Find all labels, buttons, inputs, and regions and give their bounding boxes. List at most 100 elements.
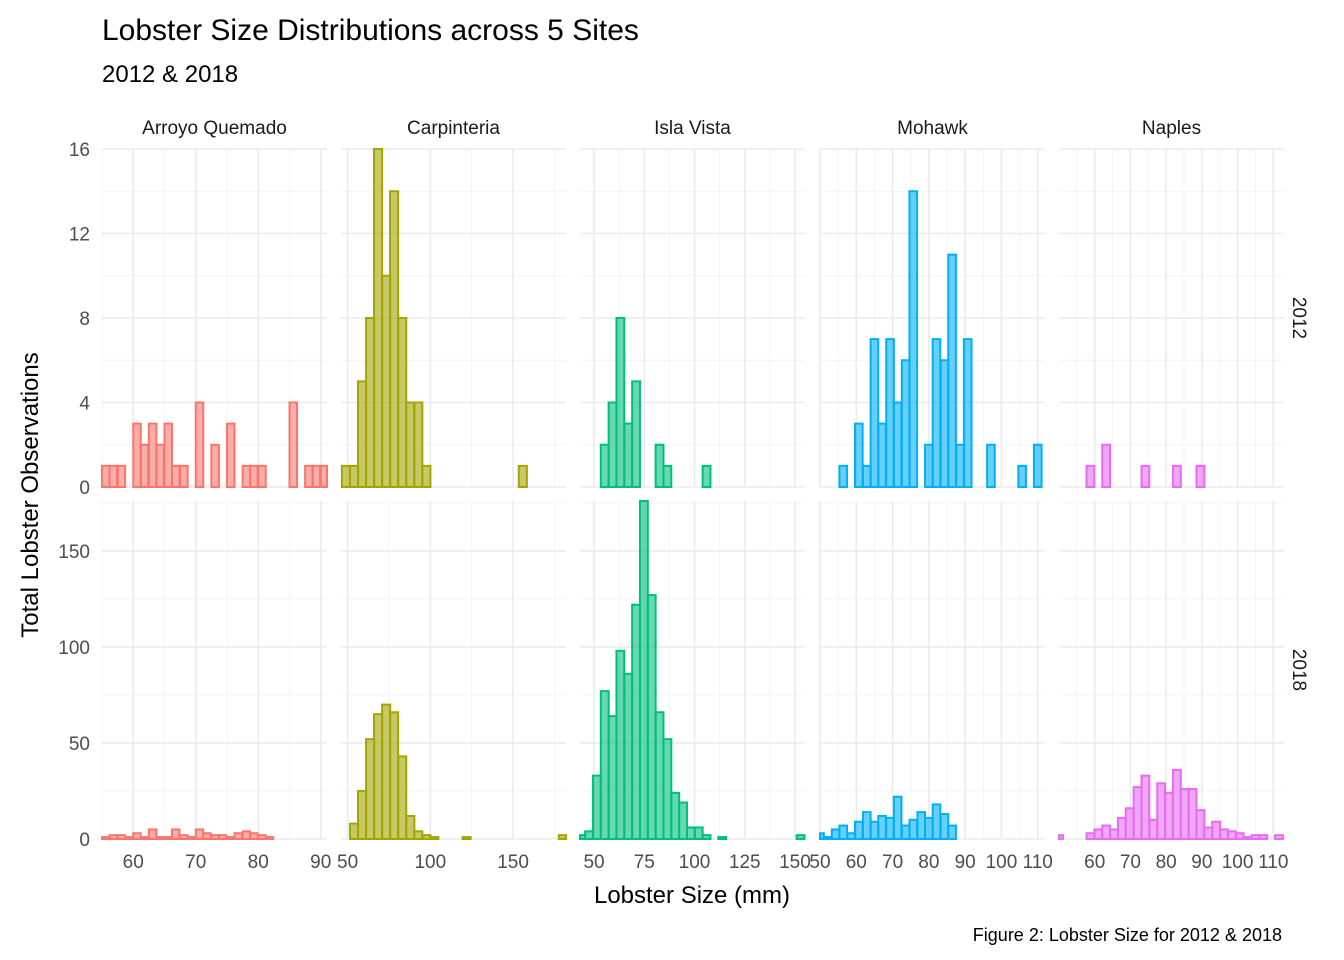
histogram-bar xyxy=(421,834,432,841)
histogram-bar xyxy=(171,828,181,840)
histogram-bar xyxy=(1132,786,1143,840)
histogram-bar xyxy=(662,464,673,488)
facet-panel xyxy=(580,148,805,488)
x-tick-label: 70 xyxy=(1120,852,1141,873)
histogram-bar xyxy=(147,828,158,840)
histogram-bar xyxy=(1171,768,1182,841)
chart-title: Lobster Size Distributions across 5 Site… xyxy=(102,14,639,47)
histogram-bar xyxy=(615,317,626,488)
histogram-bar xyxy=(877,814,887,840)
histogram-bar xyxy=(1234,832,1245,841)
histogram-bar xyxy=(662,738,673,840)
histogram-bar xyxy=(397,755,408,841)
facet-panel xyxy=(1059,148,1284,488)
x-tick-label: 125 xyxy=(729,852,761,873)
histogram-bar xyxy=(654,443,665,488)
histogram-bar xyxy=(939,359,950,488)
histogram-bar xyxy=(822,836,833,840)
histogram-bar xyxy=(1124,807,1135,840)
facet-panel xyxy=(101,148,328,488)
histogram-bar xyxy=(365,317,376,488)
histogram-bar xyxy=(1274,834,1284,841)
histogram-bar xyxy=(147,422,158,488)
histogram-bar xyxy=(116,464,127,488)
histogram-bar xyxy=(916,811,927,841)
histogram-bar xyxy=(517,464,528,488)
histogram-bar xyxy=(264,836,275,840)
histogram-bar xyxy=(1148,818,1159,841)
histogram-bar xyxy=(226,422,236,488)
histogram-bar xyxy=(1093,828,1104,840)
x-tick-label: 60 xyxy=(123,852,144,873)
histogram-bar xyxy=(132,832,142,841)
histogram-bar xyxy=(631,380,641,488)
x-tick-label: 80 xyxy=(1156,852,1177,873)
facet-row-label: 2012 xyxy=(1288,297,1309,339)
histogram-bar xyxy=(947,253,957,488)
histogram-bar xyxy=(599,443,610,488)
y-tick-label: 16 xyxy=(69,140,90,161)
histogram-bar xyxy=(924,816,934,840)
figure-caption: Figure 2: Lobster Size for 2012 & 2018 xyxy=(973,925,1282,945)
histogram-bar xyxy=(830,828,841,840)
x-tick-label: 50 xyxy=(809,852,830,873)
histogram-bar xyxy=(233,832,243,841)
facet-panel xyxy=(819,148,1045,488)
x-tick-label: 50 xyxy=(337,852,358,873)
histogram-bar xyxy=(194,828,205,840)
y-tick-label: 0 xyxy=(79,830,90,851)
histogram-bar xyxy=(132,422,142,488)
facet-strip-label: Mohawk xyxy=(897,118,968,139)
histogram-bar xyxy=(389,190,400,488)
x-tick-label: 150 xyxy=(779,852,811,873)
histogram-bar xyxy=(186,836,197,840)
histogram-bar xyxy=(429,836,440,840)
histogram-bar xyxy=(1203,826,1214,841)
histogram-bar xyxy=(892,401,903,488)
histogram-bar xyxy=(288,401,298,488)
histogram-bar xyxy=(623,672,634,840)
x-tick-label: 100 xyxy=(679,852,711,873)
facet-strip-label: Carpinteria xyxy=(407,118,500,139)
histogram-bar xyxy=(877,422,887,488)
histogram-bar xyxy=(249,464,259,488)
x-tick-label: 90 xyxy=(955,852,976,873)
histogram-bar xyxy=(900,824,911,841)
facet-panels: Arroyo Quemado 60 70 80 90 0 4 8 12 16 0 50 100 150 Ca… xyxy=(58,118,1309,873)
facet-panel xyxy=(819,501,1045,841)
histogram-bar xyxy=(1164,791,1174,841)
histogram-bar xyxy=(381,703,392,840)
histogram-bar xyxy=(838,464,849,488)
histogram-bar xyxy=(1017,464,1027,488)
histogram-bar xyxy=(257,834,267,841)
histogram-bar xyxy=(1109,828,1119,840)
histogram-bar xyxy=(931,803,942,841)
histogram-bar xyxy=(701,464,712,488)
histogram-bar xyxy=(947,824,957,841)
facet-strip-label: Isla Vista xyxy=(654,118,731,139)
histogram-bar xyxy=(381,274,392,488)
x-tick-label: 70 xyxy=(882,852,903,873)
y-tick-label: 4 xyxy=(79,394,90,415)
histogram-bar xyxy=(670,791,681,841)
histogram-bar xyxy=(931,338,942,488)
histogram-bar xyxy=(349,822,360,840)
histogram-bar xyxy=(210,834,220,841)
histogram-bar xyxy=(461,836,472,840)
histogram-bar xyxy=(986,443,996,488)
histogram-bar xyxy=(349,464,360,488)
histogram-bar xyxy=(405,814,416,840)
histogram-bar xyxy=(900,359,911,488)
x-axis-title: Lobster Size (mm) xyxy=(594,882,790,909)
histogram-bar xyxy=(854,422,864,488)
histogram-bar xyxy=(389,711,400,840)
x-tick-label: 100 xyxy=(1222,852,1254,873)
histogram-bar xyxy=(124,836,134,840)
x-tick-label: 150 xyxy=(497,852,529,873)
histogram-bar xyxy=(654,711,665,840)
histogram-bar xyxy=(846,832,857,841)
histogram-bar xyxy=(908,818,919,841)
histogram-bar xyxy=(155,443,165,488)
histogram-bar xyxy=(1211,820,1222,840)
